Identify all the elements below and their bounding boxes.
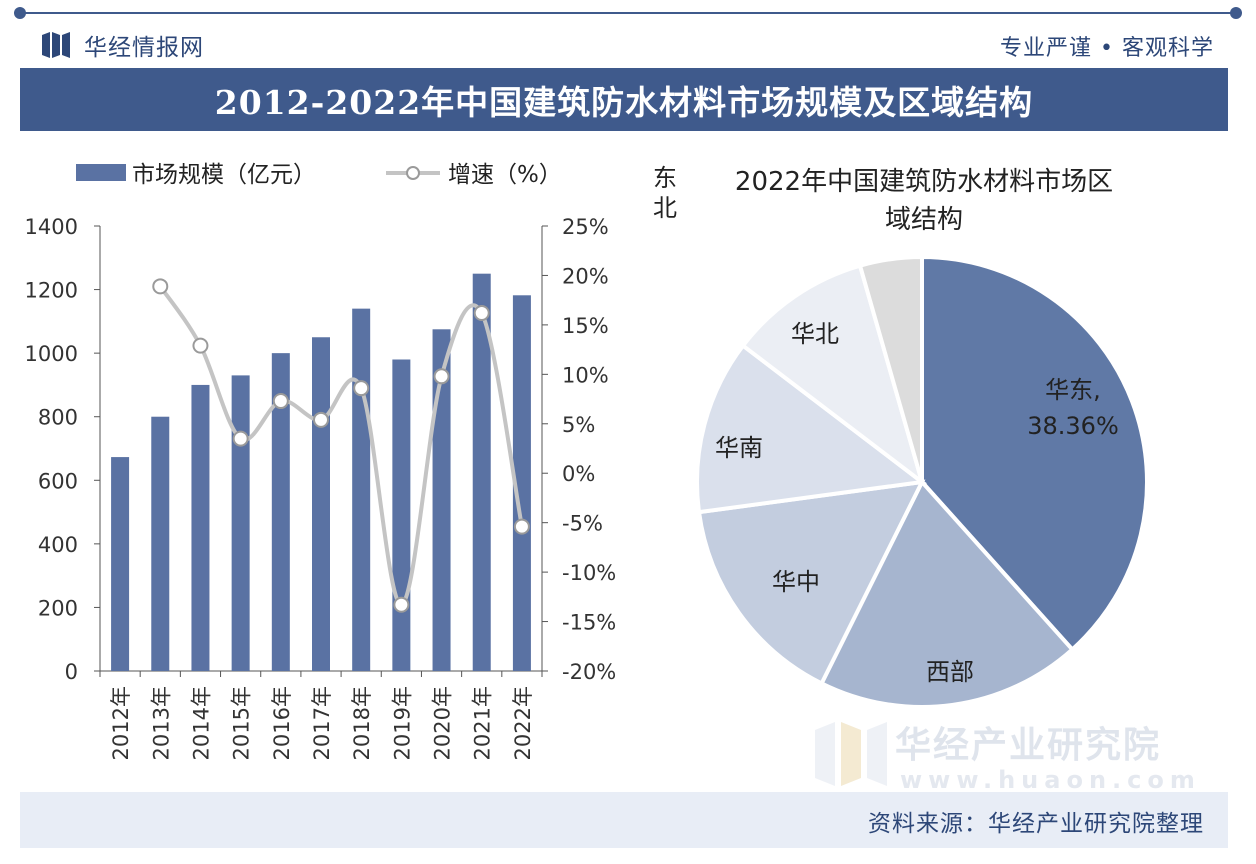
x-tick-label: 2022年 bbox=[511, 686, 535, 760]
rule-dot-left bbox=[14, 7, 26, 19]
x-tick-label: 2017年 bbox=[310, 686, 334, 760]
brand-logo: 华经情报网 bbox=[42, 28, 204, 62]
y-tick-label-right: 10% bbox=[562, 363, 609, 387]
y-tick-label-right: -20% bbox=[562, 660, 616, 684]
growth-line bbox=[158, 285, 524, 607]
growth-point bbox=[272, 393, 289, 410]
pie-title-line1: 2022年中国建筑防水材料市场区 bbox=[735, 167, 1113, 197]
y-tick-label-right: 0% bbox=[562, 462, 595, 486]
bar bbox=[392, 359, 411, 671]
bar bbox=[271, 353, 290, 671]
pie-slice bbox=[740, 263, 926, 488]
footer: 资料来源：华经产业研究院整理 bbox=[20, 792, 1228, 848]
growth-point bbox=[192, 337, 209, 354]
pie-title-line2: 域结构 bbox=[885, 205, 963, 235]
x-tick-label: 2012年 bbox=[109, 686, 133, 760]
pie-data-label: 华北 bbox=[791, 320, 839, 348]
logo-text: 华经情报网 bbox=[84, 35, 204, 61]
x-tick-label: 2020年 bbox=[431, 686, 455, 760]
growth-point bbox=[353, 380, 370, 397]
pie-data-label: 华南 bbox=[715, 434, 763, 462]
growth-point bbox=[473, 305, 490, 322]
growth-point bbox=[433, 368, 450, 385]
header: 华经情报网 专业严谨 • 客观科学 bbox=[20, 18, 1236, 64]
y-tick-label-left: 400 bbox=[38, 533, 78, 557]
y-tick-label-right: 5% bbox=[562, 413, 595, 437]
pie-data-label-value: 38.36% bbox=[1027, 412, 1119, 440]
growth-point bbox=[313, 411, 329, 428]
bar bbox=[512, 295, 531, 671]
x-tick-label: 2014年 bbox=[189, 686, 213, 760]
y-tick-label-right: -10% bbox=[562, 561, 616, 585]
slogan: 专业严谨 • 客观科学 bbox=[1000, 36, 1214, 61]
watermark-logo-bar bbox=[815, 722, 835, 786]
watermark-url: www.huaon.com bbox=[900, 766, 1201, 794]
y-tick-label-right: -15% bbox=[562, 611, 616, 635]
y-tick-label-left: 200 bbox=[38, 596, 78, 620]
page-title: 2012-2022年中国建筑防水材料市场规模及区域结构 bbox=[214, 82, 1034, 122]
y-tick-label-right: -5% bbox=[562, 512, 603, 536]
pie-slice bbox=[695, 342, 928, 515]
pie-data-label-line2: 北 bbox=[653, 194, 677, 222]
y-tick-label-right: 15% bbox=[562, 314, 609, 338]
x-tick-label: 2016年 bbox=[270, 686, 294, 760]
pie-slice bbox=[857, 254, 924, 483]
x-tick-label: 2018年 bbox=[350, 686, 374, 760]
bar bbox=[432, 329, 451, 671]
growth-point bbox=[393, 596, 410, 613]
legend-line-marker bbox=[406, 166, 420, 180]
pie-data-label: 华中 bbox=[772, 568, 820, 596]
bar bbox=[231, 375, 250, 671]
pie-data-label: 西部 bbox=[926, 658, 974, 686]
legend-line-label: 增速（%） bbox=[448, 162, 562, 188]
pie-slice bbox=[920, 254, 1149, 653]
y-tick-label-right: 25% bbox=[562, 215, 609, 239]
bar bbox=[111, 457, 130, 671]
legend-bar-swatch bbox=[76, 164, 126, 181]
logo-icon bbox=[42, 32, 70, 58]
watermark-logo-icon bbox=[815, 722, 887, 786]
y-tick-label-left: 1200 bbox=[25, 279, 78, 303]
watermark-name: 华经产业研究院 bbox=[895, 725, 1161, 766]
y-tick-label-right: 20% bbox=[562, 264, 609, 288]
rule-dot-right bbox=[1230, 7, 1242, 19]
pie-data-label: 华东, bbox=[1045, 376, 1101, 404]
legend-bar-label: 市场规模（亿元） bbox=[132, 162, 316, 188]
pie-slice bbox=[818, 478, 1076, 709]
x-tick-label: 2021年 bbox=[471, 686, 495, 760]
watermark-logo-bar bbox=[867, 722, 887, 786]
source-note: 资料来源：华经产业研究院整理 bbox=[868, 811, 1204, 837]
bar bbox=[191, 384, 210, 671]
x-tick-label: 2019年 bbox=[390, 686, 414, 760]
x-tick-label: 2013年 bbox=[149, 686, 173, 760]
watermark-logo-bar bbox=[841, 722, 861, 786]
y-tick-label-left: 1400 bbox=[25, 215, 78, 239]
bar bbox=[472, 273, 491, 671]
bar bbox=[352, 308, 371, 671]
title-bar: 2012-2022年中国建筑防水材料市场规模及区域结构 bbox=[20, 68, 1228, 131]
y-tick-label-left: 1000 bbox=[25, 342, 78, 366]
y-tick-label-left: 0 bbox=[65, 660, 78, 684]
growth-point bbox=[232, 430, 249, 447]
bar-line-chart: 0 200 400 600 800 1000 1200 1400 -20% -15% -10% -5%… bbox=[25, 162, 617, 760]
growth-point bbox=[513, 518, 530, 535]
y-tick-label-left: 800 bbox=[38, 406, 78, 430]
x-tick-label: 2015年 bbox=[230, 686, 254, 760]
bar bbox=[312, 337, 330, 671]
pie-slice bbox=[696, 479, 926, 687]
y-tick-label-left: 600 bbox=[38, 469, 78, 493]
bar bbox=[151, 416, 170, 671]
pie-data-label: 东 bbox=[653, 164, 677, 192]
growth-point bbox=[152, 278, 169, 295]
top-rule bbox=[20, 12, 1236, 14]
